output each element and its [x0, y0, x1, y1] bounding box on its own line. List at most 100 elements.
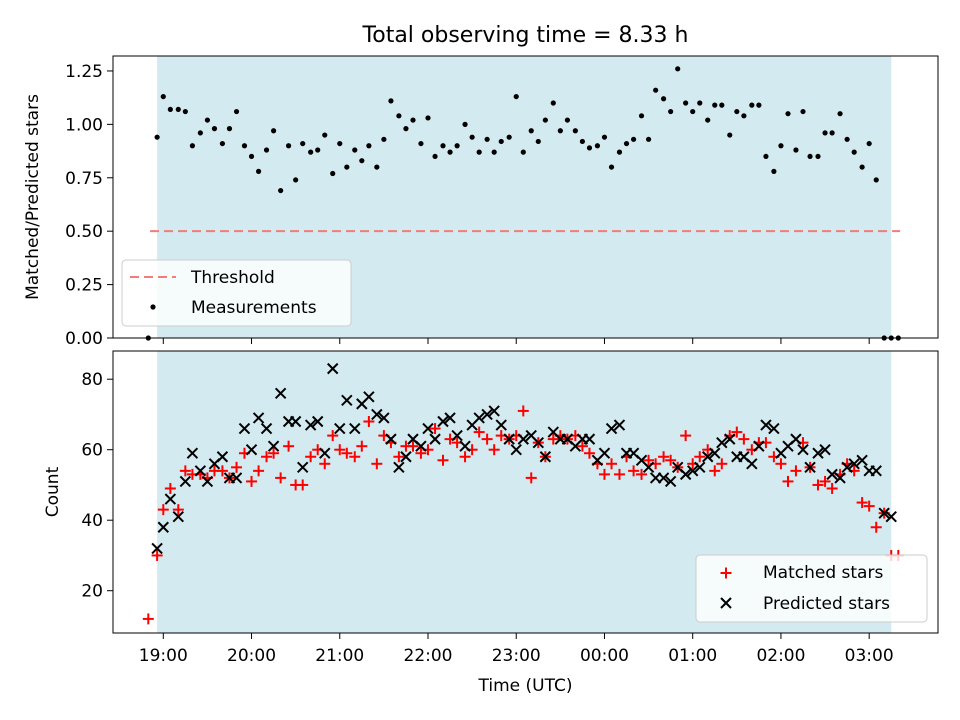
bottom-y-label: Count — [43, 466, 63, 517]
predicted-point-b — [517, 433, 530, 445]
predicted-point-b — [642, 461, 655, 474]
matched-point — [459, 451, 471, 463]
predicted-point-b — [539, 451, 552, 463]
predicted-point-b — [724, 433, 736, 445]
measurement-point — [579, 138, 586, 145]
bottom-x-tick-label: 00:00 — [580, 646, 629, 666]
measurement-point — [837, 111, 843, 117]
predicted-point-b — [510, 443, 522, 456]
legend-matched-marker — [720, 567, 732, 579]
predicted-point-b — [422, 422, 434, 435]
matched-point — [341, 447, 353, 459]
matched-point — [819, 475, 831, 487]
predicted-point — [760, 419, 772, 431]
bottom-y-tick-label: 60 — [81, 441, 103, 461]
matched-point — [598, 468, 610, 480]
predicted-point-b — [194, 465, 207, 477]
bottom-x-tick-label: 03:00 — [845, 646, 894, 666]
bottom-x-tick-label: 19:00 — [139, 646, 188, 666]
measurement-point — [690, 108, 696, 115]
measurement-point — [542, 117, 548, 123]
predicted-point — [768, 422, 780, 435]
matched-point — [437, 454, 449, 466]
measurement-point — [476, 149, 482, 155]
measurement-point — [300, 140, 306, 147]
matched-point — [407, 440, 419, 452]
measurement-point — [403, 126, 409, 132]
matched-point — [870, 521, 882, 533]
measurement-point — [712, 102, 718, 108]
bottom-x-tick-label: 20:00 — [227, 646, 276, 666]
measurement-point — [154, 134, 160, 140]
predicted-point — [157, 521, 170, 533]
predicted-point — [230, 472, 243, 484]
matched-point — [179, 465, 191, 477]
matched-point — [636, 468, 648, 480]
predicted-point — [267, 440, 280, 452]
count-points — [142, 362, 904, 625]
legend-cross-b — [720, 597, 732, 609]
top-x-ticks — [162, 338, 870, 344]
predicted-point-b — [172, 510, 185, 523]
top-y-tick-label: 1.00 — [65, 115, 103, 135]
predicted-point — [664, 475, 677, 488]
matched-point — [305, 451, 317, 463]
predicted-point — [503, 433, 515, 445]
predicted-point-b — [790, 433, 802, 445]
matched-point — [775, 458, 787, 470]
matched-point — [151, 549, 163, 561]
predicted-point — [819, 443, 831, 456]
predicted-point-b — [451, 429, 463, 442]
bottom-y-tick-label: 40 — [81, 511, 103, 531]
predicted-point-b — [393, 461, 405, 474]
matched-point — [371, 458, 383, 470]
matched-point — [253, 465, 265, 477]
predicted-point — [539, 451, 552, 463]
top-legend: Threshold Measurements — [121, 259, 352, 327]
top-plot-frame — [112, 55, 939, 339]
measurement-point — [418, 140, 424, 147]
bottom-x-tick-label: 23:00 — [492, 646, 541, 666]
legend-threshold-label: Threshold — [190, 268, 275, 288]
predicted-point — [812, 447, 824, 459]
predicted-point — [495, 419, 507, 431]
measurement-point — [175, 106, 181, 113]
predicted-point — [186, 447, 199, 459]
predicted-point-b — [304, 419, 317, 431]
legend-predicted-label: Predicted stars — [763, 594, 890, 614]
predicted-point — [797, 443, 809, 456]
predicted-point-b — [525, 429, 537, 442]
predicted-point-b — [760, 419, 772, 431]
predicted-point — [746, 458, 758, 470]
top-panel: 0.00 0.25 0.50 0.75 1.00 1.25 Total observing… — [23, 23, 939, 349]
predicted-point-b — [378, 412, 390, 424]
measurement-point — [440, 143, 446, 149]
matched-point — [349, 451, 361, 463]
measurement-point — [608, 164, 615, 170]
measurement-point — [330, 170, 336, 177]
predicted-point — [856, 454, 868, 466]
measurement-point — [653, 87, 659, 93]
matched-point — [429, 423, 441, 435]
predicted-point — [422, 422, 434, 435]
predicted-point — [363, 391, 375, 403]
predicted-point — [885, 510, 897, 523]
bottom-panel: 20 40 60 80 19:00 20:00 21:00 22:00 23:00 00:00 0… — [43, 350, 939, 696]
measurement-point — [352, 147, 358, 153]
predicted-point-b — [841, 461, 853, 474]
predicted-point — [716, 436, 728, 449]
predicted-point — [311, 415, 324, 428]
matched-point — [547, 433, 559, 445]
measurement-point — [601, 134, 608, 140]
predicted-point-b — [164, 493, 177, 505]
measurement-point — [866, 140, 872, 147]
predicted-point-b — [885, 510, 897, 523]
measurement-point — [557, 128, 563, 134]
matched-point — [268, 447, 280, 459]
measurement-point — [756, 102, 762, 108]
predicted-point-b — [671, 461, 684, 474]
predicted-point — [400, 451, 412, 463]
measurement-point — [528, 128, 534, 134]
predicted-point — [385, 433, 397, 445]
